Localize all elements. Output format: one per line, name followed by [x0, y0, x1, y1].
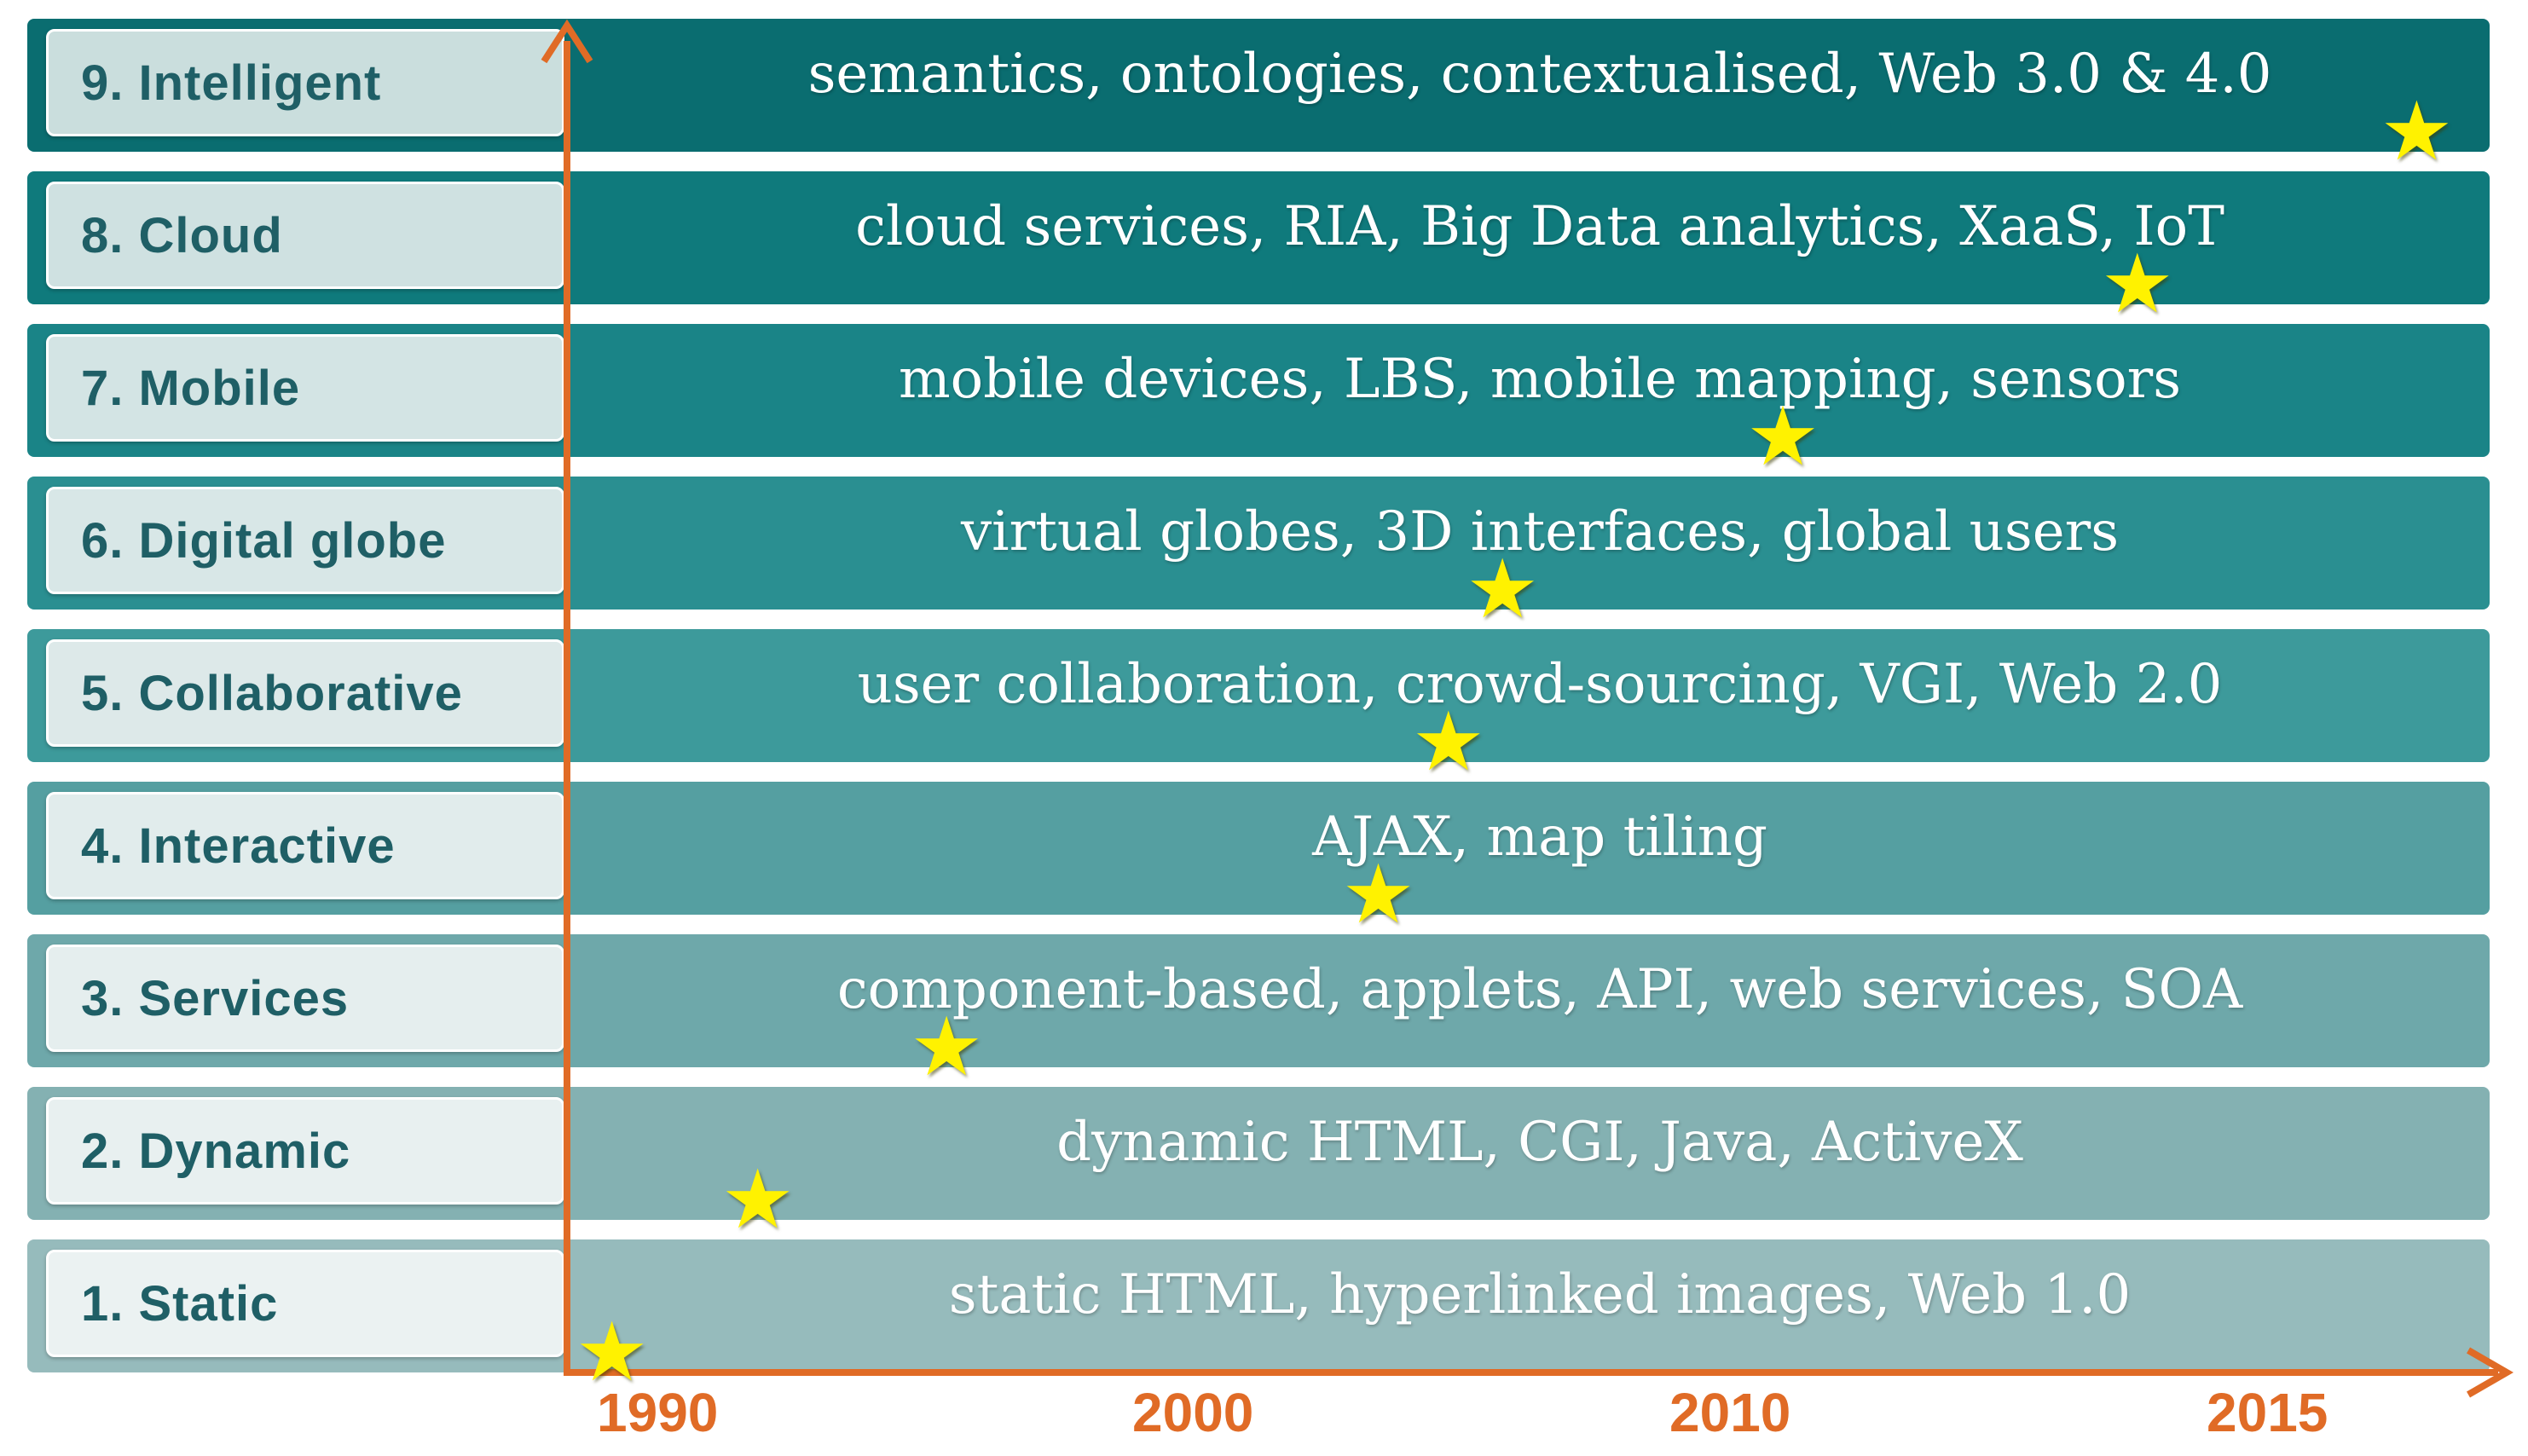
layer-row: 4. Interactive AJAX, map tiling — [27, 782, 2490, 915]
layer-label: 1. Static — [46, 1250, 564, 1357]
layer-label: 8. Cloud — [46, 182, 564, 289]
layer-row: 5. Collaborative user collaboration, crow… — [27, 629, 2490, 762]
star-icon: ★ — [1411, 694, 1485, 789]
star-icon: ★ — [720, 1152, 795, 1247]
year-tick-2000: 2000 — [1132, 1382, 1254, 1443]
layer-label: 4. Interactive — [46, 792, 564, 899]
layer-description: user collaboration, crowd-sourcing, VGI,… — [857, 653, 2223, 716]
star-icon: ★ — [1745, 389, 1820, 484]
layer-row: 8. Cloud cloud services, RIA, Big Data an… — [27, 171, 2490, 304]
layer-label: 7. Mobile — [46, 334, 564, 442]
layer-description: mobile devices, LBS, mobile mapping, sen… — [898, 348, 2182, 411]
layer-row: 6. Digital globe virtual globes, 3D inter… — [27, 477, 2490, 610]
layer-description: semantics, ontologies, contextualised, W… — [807, 43, 2272, 106]
star-icon: ★ — [2380, 84, 2454, 179]
layer-label: 5. Collaborative — [46, 639, 564, 747]
layer-description: dynamic HTML, CGI, Java, ActiveX — [1056, 1111, 2023, 1174]
vertical-axis-arrow-icon — [541, 19, 593, 64]
star-icon: ★ — [575, 1304, 649, 1400]
star-icon: ★ — [1341, 846, 1415, 942]
layer-label: 3. Services — [46, 945, 564, 1052]
year-tick-2015: 2015 — [2207, 1382, 2328, 1443]
layer-row: 3. Services component-based, applets, API… — [27, 934, 2490, 1067]
year-tick-1990: 1990 — [597, 1382, 719, 1443]
layer-label: 2. Dynamic — [46, 1097, 564, 1205]
layer-description: virtual globes, 3D interfaces, global us… — [960, 500, 2120, 563]
layer-row: 9. Intelligent semantics, ontologies, con… — [27, 19, 2490, 152]
layer-description: component-based, applets, API, web servi… — [836, 958, 2243, 1021]
layer-row: 7. Mobile mobile devices, LBS, mobile map… — [27, 324, 2490, 457]
layer-description: static HTML, hyperlinked images, Web 1.0 — [948, 1263, 2132, 1326]
layer-row: 2. Dynamic dynamic HTML, CGI, Java, Activ… — [27, 1087, 2490, 1220]
star-icon: ★ — [2100, 236, 2174, 332]
star-icon: ★ — [1466, 541, 1540, 637]
layer-label: 6. Digital globe — [46, 487, 564, 594]
star-icon: ★ — [910, 999, 984, 1095]
layer-row: 1. Static static HTML, hyperlinked images… — [27, 1239, 2490, 1372]
layer-description: AJAX, map tiling — [1312, 806, 1767, 869]
layer-label: 9. Intelligent — [46, 29, 564, 136]
year-tick-2010: 2010 — [1669, 1382, 1791, 1443]
layer-description: cloud services, RIA, Big Data analytics,… — [855, 195, 2224, 258]
horizontal-axis-arrow-icon — [2466, 1347, 2514, 1398]
